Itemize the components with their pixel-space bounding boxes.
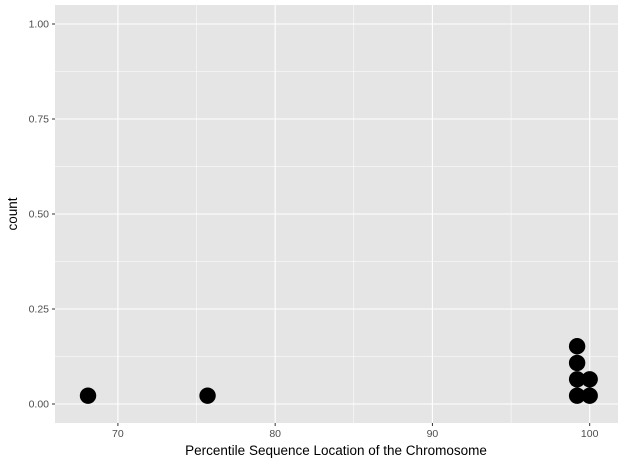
x-tick-label: 100 [581, 428, 599, 440]
x-tick-label: 70 [112, 428, 124, 440]
y-tick-label: 0.00 [29, 399, 50, 411]
y-tick-label: 0.75 [29, 114, 50, 126]
data-point [568, 371, 586, 388]
data-point [568, 387, 586, 404]
y-tick-label: 0.25 [29, 304, 50, 316]
data-point [581, 387, 598, 404]
y-axis-title: count [5, 197, 20, 230]
data-point [199, 387, 216, 404]
data-point [568, 354, 586, 372]
data-points [79, 338, 598, 404]
data-point [568, 338, 586, 355]
y-tick-label: 0.50 [29, 209, 50, 221]
y-tick-label: 1.00 [29, 19, 50, 31]
x-tick-label: 80 [269, 428, 281, 440]
data-point [79, 387, 97, 404]
major-gridlines [55, 5, 618, 423]
tick-labels: 70 80 90 100 0.00 0.25 0.50 0.75 1.00 [29, 19, 599, 440]
axis-ticks [52, 23, 591, 426]
data-point [581, 371, 598, 388]
x-tick-label: 90 [427, 428, 439, 440]
x-axis-title: Percentile Sequence Location of the Chro… [185, 443, 487, 458]
